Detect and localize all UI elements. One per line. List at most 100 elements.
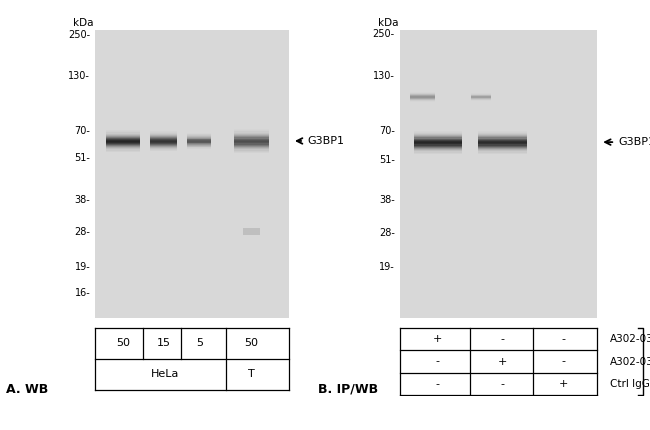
Bar xyxy=(478,144,526,146)
Bar xyxy=(150,140,177,141)
Text: -: - xyxy=(562,334,566,344)
Bar xyxy=(414,140,462,141)
Bar xyxy=(187,136,211,137)
Text: 19-: 19- xyxy=(75,262,90,272)
Text: A. WB: A. WB xyxy=(6,383,49,396)
Bar xyxy=(106,137,140,138)
Bar xyxy=(478,141,526,142)
Bar xyxy=(95,30,289,318)
Bar xyxy=(187,147,211,148)
Bar xyxy=(478,132,526,133)
Bar xyxy=(235,137,269,138)
Bar xyxy=(414,149,462,150)
Bar xyxy=(150,132,177,133)
Bar xyxy=(106,141,140,142)
Text: 130-: 130- xyxy=(373,71,395,81)
Bar xyxy=(414,147,462,148)
Bar xyxy=(235,143,269,144)
Bar xyxy=(150,133,177,134)
Text: 250-: 250- xyxy=(68,30,90,40)
Text: -: - xyxy=(562,356,566,366)
Bar xyxy=(414,138,462,140)
Text: 50: 50 xyxy=(116,338,130,348)
Bar xyxy=(235,131,269,132)
Bar xyxy=(414,148,462,149)
Text: A302-034A: A302-034A xyxy=(610,356,650,366)
Bar xyxy=(187,139,211,140)
Bar xyxy=(235,142,269,143)
Text: 16-: 16- xyxy=(75,288,90,298)
Bar xyxy=(414,151,462,153)
Bar xyxy=(106,132,140,133)
Bar xyxy=(478,150,526,151)
Text: 51-: 51- xyxy=(379,154,395,165)
Bar xyxy=(235,135,269,136)
Text: -: - xyxy=(500,334,504,344)
Bar xyxy=(414,153,462,154)
Text: 15: 15 xyxy=(157,338,170,348)
Bar xyxy=(411,100,436,101)
Bar xyxy=(235,141,269,142)
Bar xyxy=(150,131,177,132)
Bar xyxy=(106,146,140,147)
Bar xyxy=(235,147,269,148)
Text: 250-: 250- xyxy=(372,29,395,39)
Bar xyxy=(414,133,462,134)
Text: HeLa: HeLa xyxy=(151,369,179,379)
Bar xyxy=(414,132,462,133)
Bar xyxy=(400,30,597,318)
Bar xyxy=(478,135,526,136)
Bar xyxy=(411,96,436,97)
Bar xyxy=(478,134,526,135)
Bar xyxy=(414,136,462,138)
Bar xyxy=(235,152,269,153)
Bar xyxy=(187,145,211,146)
Bar xyxy=(150,149,177,150)
Bar xyxy=(106,135,140,137)
Bar xyxy=(106,148,140,150)
Bar xyxy=(235,129,269,130)
Bar xyxy=(150,136,177,137)
Bar xyxy=(235,130,269,131)
Text: -: - xyxy=(436,356,440,366)
Text: G3BP1: G3BP1 xyxy=(619,137,650,147)
Text: 70-: 70- xyxy=(74,126,90,135)
Bar xyxy=(478,140,526,141)
Bar xyxy=(478,148,526,149)
Bar xyxy=(187,146,211,147)
Bar xyxy=(414,135,462,136)
Bar xyxy=(150,144,177,145)
Bar xyxy=(187,135,211,136)
Bar xyxy=(478,143,526,144)
Bar xyxy=(150,142,177,143)
Text: +: + xyxy=(559,379,569,389)
Bar xyxy=(414,146,462,147)
Text: kDa: kDa xyxy=(73,18,93,28)
Text: 28-: 28- xyxy=(379,228,395,238)
Bar xyxy=(235,140,269,141)
Bar xyxy=(235,136,269,137)
Bar xyxy=(235,132,269,134)
Bar xyxy=(150,143,177,144)
Bar xyxy=(106,147,140,148)
Text: kDa: kDa xyxy=(378,18,398,28)
Bar xyxy=(414,144,462,146)
Bar xyxy=(411,98,436,99)
Text: B. IP/WB: B. IP/WB xyxy=(318,383,378,396)
Text: 70-: 70- xyxy=(379,126,395,135)
Bar xyxy=(235,148,269,149)
Bar xyxy=(150,134,177,135)
Bar xyxy=(414,142,462,143)
Bar xyxy=(187,140,211,141)
Text: 38-: 38- xyxy=(75,195,90,205)
Bar xyxy=(478,149,526,150)
Bar xyxy=(187,141,211,142)
Bar xyxy=(414,150,462,151)
Bar xyxy=(244,228,260,235)
Bar xyxy=(411,93,436,94)
Bar xyxy=(187,134,211,135)
Bar xyxy=(106,140,140,141)
Text: 19-: 19- xyxy=(379,262,395,272)
Bar xyxy=(106,145,140,146)
Bar xyxy=(187,142,211,143)
